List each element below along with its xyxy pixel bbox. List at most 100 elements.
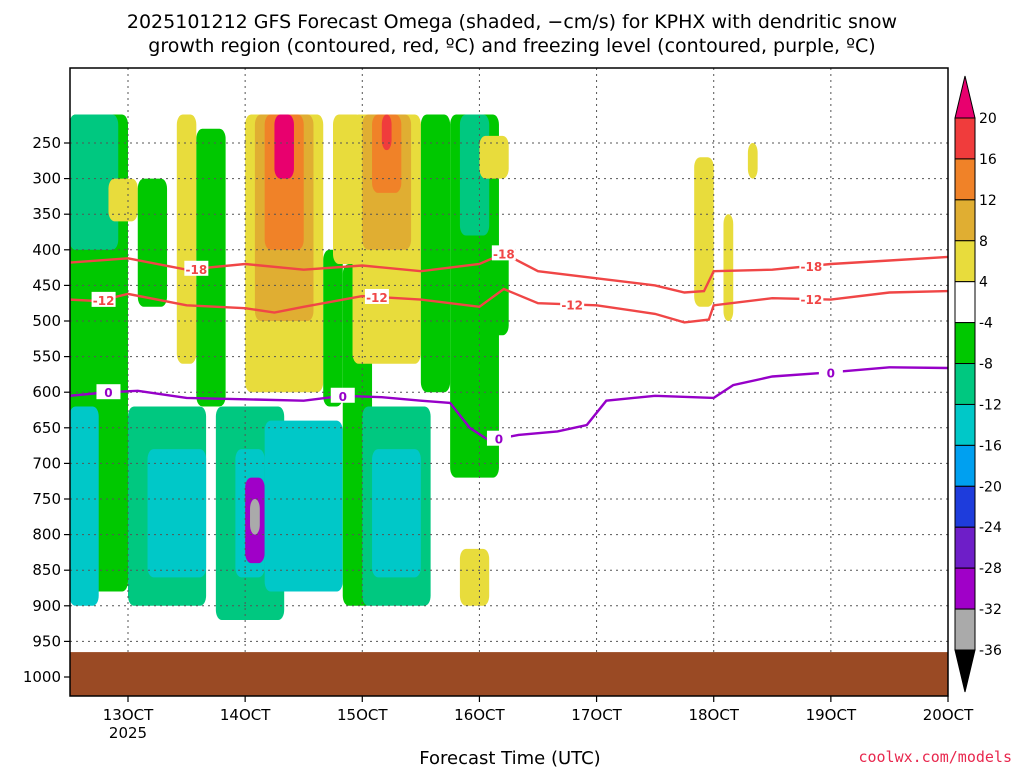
colorbar-label-10: -24 (979, 520, 1002, 536)
contour-label-bg-1-3 (799, 291, 824, 307)
omega-shading (70, 114, 758, 621)
colorbar-swatch-11 (954, 567, 976, 610)
contour-label-2-0: 0 (104, 386, 112, 400)
y-tick-label-500: 500 (32, 312, 61, 330)
colorbar-bottom-arrow (954, 649, 976, 693)
contour-label-1-3: -12 (800, 293, 822, 307)
contour-label-2-3: 0 (827, 366, 835, 380)
omega-cell-34 (723, 214, 734, 321)
contour-label-1-1: -12 (366, 291, 388, 305)
plot-area: -18 -18 -18 -12 -12 -12 -12 0 0 0 0 (70, 68, 948, 696)
contour-label-bg-1-0 (91, 291, 116, 307)
colorbar-label-13: -36 (979, 643, 1002, 659)
contour-label-0-1: -18 (493, 247, 515, 261)
omega-cell-33 (694, 157, 714, 307)
y-tick-label-950: 950 (32, 632, 61, 650)
contour-label-2-1: 0 (339, 390, 347, 404)
credit-text: coolwx.com/models (858, 748, 1012, 766)
contour-label-bg-2-3 (818, 364, 843, 380)
omega-cell-4 (137, 178, 168, 307)
omega-cell-23 (372, 114, 402, 193)
y-tick-label-350: 350 (32, 205, 61, 223)
colorbar-label-2: 12 (979, 193, 997, 209)
colorbar-swatch-2 (954, 199, 976, 242)
x-axis-title: Forecast Time (UTC) (419, 748, 600, 768)
colorbar-top-arrow (954, 75, 976, 119)
colorbar-swatch-10 (954, 526, 976, 569)
contour-label-bg-1-1 (364, 288, 389, 304)
colorbar-label-4: 4 (979, 275, 988, 291)
colorbar-label-0: 20 (979, 111, 997, 127)
y-tick-label-700: 700 (32, 454, 61, 472)
x-tick-label-156: 19OCT (806, 706, 857, 724)
omega-cell-17 (264, 420, 343, 592)
colorbar: 20 16 12 8 4 -4 -8 -12 -16 -20 -24 -28 -32 -36 (954, 75, 1002, 693)
omega-cell-26 (372, 449, 421, 578)
title-line-1: 2025101212 GFS Forecast Omega (shaded, −… (127, 11, 897, 33)
y-axis: 250 300 350 400 450 500 550 600 650 700 750 800 850 9… (23, 134, 70, 686)
y-tick-label-300: 300 (32, 170, 61, 188)
y-tick-label-800: 800 (32, 526, 61, 544)
colorbar-label-3: 8 (979, 234, 988, 250)
y-tick-label-650: 650 (32, 419, 61, 437)
y-tick-label-1000: 1000 (23, 668, 61, 686)
y-tick-label-450: 450 (32, 276, 61, 294)
colorbar-label-5: -4 (979, 316, 993, 332)
colorbar-swatch-1 (954, 158, 976, 201)
contour-label-bg-0-0 (184, 260, 209, 276)
colorbar-swatch-6 (954, 363, 976, 405)
x-tick-label-84: 16OCT (454, 706, 505, 724)
x-tick-label-12: 13OCT (103, 706, 154, 724)
y-tick-label-850: 850 (32, 561, 61, 579)
contour-label-1-0: -12 (93, 294, 115, 308)
y-tick-label-900: 900 (32, 597, 61, 615)
omega-cell-30 (479, 135, 509, 179)
ground-surface (70, 652, 948, 696)
y-tick-label-250: 250 (32, 134, 61, 152)
contour-label-bg-2-2 (486, 430, 511, 446)
colorbar-label-12: -32 (979, 602, 1002, 618)
omega-cell-1 (70, 114, 119, 250)
colorbar-label-7: -12 (979, 397, 1002, 413)
omega-cell-3 (108, 178, 138, 222)
colorbar-swatch-8 (954, 444, 976, 487)
x-tick-label-36: 14OCT (220, 706, 271, 724)
omega-cell-24 (381, 114, 392, 151)
omega-cell-18 (323, 249, 343, 407)
colorbar-label-9: -20 (979, 479, 1002, 495)
contour-label-1-2: -12 (561, 298, 583, 312)
colorbar-label-11: -28 (979, 561, 1002, 577)
colorbar-swatch-7 (954, 403, 976, 446)
colorbar-swatch-5 (954, 322, 976, 365)
x-tick-label-132: 18OCT (688, 706, 739, 724)
omega-cell-32 (459, 548, 490, 606)
contour-label-0-0: -18 (185, 263, 207, 277)
x-tick-label-108: 17OCT (571, 706, 622, 724)
contour-label-bg-0-1 (491, 245, 516, 261)
colorbar-label-8: -16 (979, 438, 1002, 454)
title-line-2: growth region (contoured, red, ºC) and f… (148, 35, 875, 57)
contour-label-bg-0-2 (799, 257, 824, 273)
colorbar-swatch-9 (954, 485, 976, 528)
colorbar-swatch-0 (954, 117, 976, 160)
y-tick-label-550: 550 (32, 348, 61, 366)
colorbar-swatch-3 (954, 240, 976, 283)
y-tick-label-600: 600 (32, 383, 61, 401)
contour-label-2-2: 0 (495, 433, 503, 447)
contour-label-bg-2-1 (330, 387, 355, 403)
contour-lines: -18 -18 -18 -12 -12 -12 -12 0 0 0 0 (70, 245, 948, 447)
x-axis: 2025 13OCT 14OCT 15OCT 16OCT 17OCT 18OCT 19OCT… (103, 696, 974, 742)
contour-line-1 (70, 287, 948, 324)
colorbar-swatch-4 (954, 281, 976, 324)
omega-cell-2 (70, 406, 99, 606)
chart-title: 2025101212 GFS Forecast Omega (shaded, −… (127, 11, 897, 57)
contour-label-0-2: -18 (800, 260, 822, 274)
omega-cell-35 (747, 143, 758, 179)
omega-cell-16 (274, 114, 294, 179)
y-tick-label-400: 400 (32, 241, 61, 259)
contour-label-bg-1-2 (560, 296, 585, 312)
contour-label-bg-2-0 (96, 384, 121, 400)
omega-cell-6 (147, 449, 207, 578)
omega-cell-12 (250, 499, 260, 535)
